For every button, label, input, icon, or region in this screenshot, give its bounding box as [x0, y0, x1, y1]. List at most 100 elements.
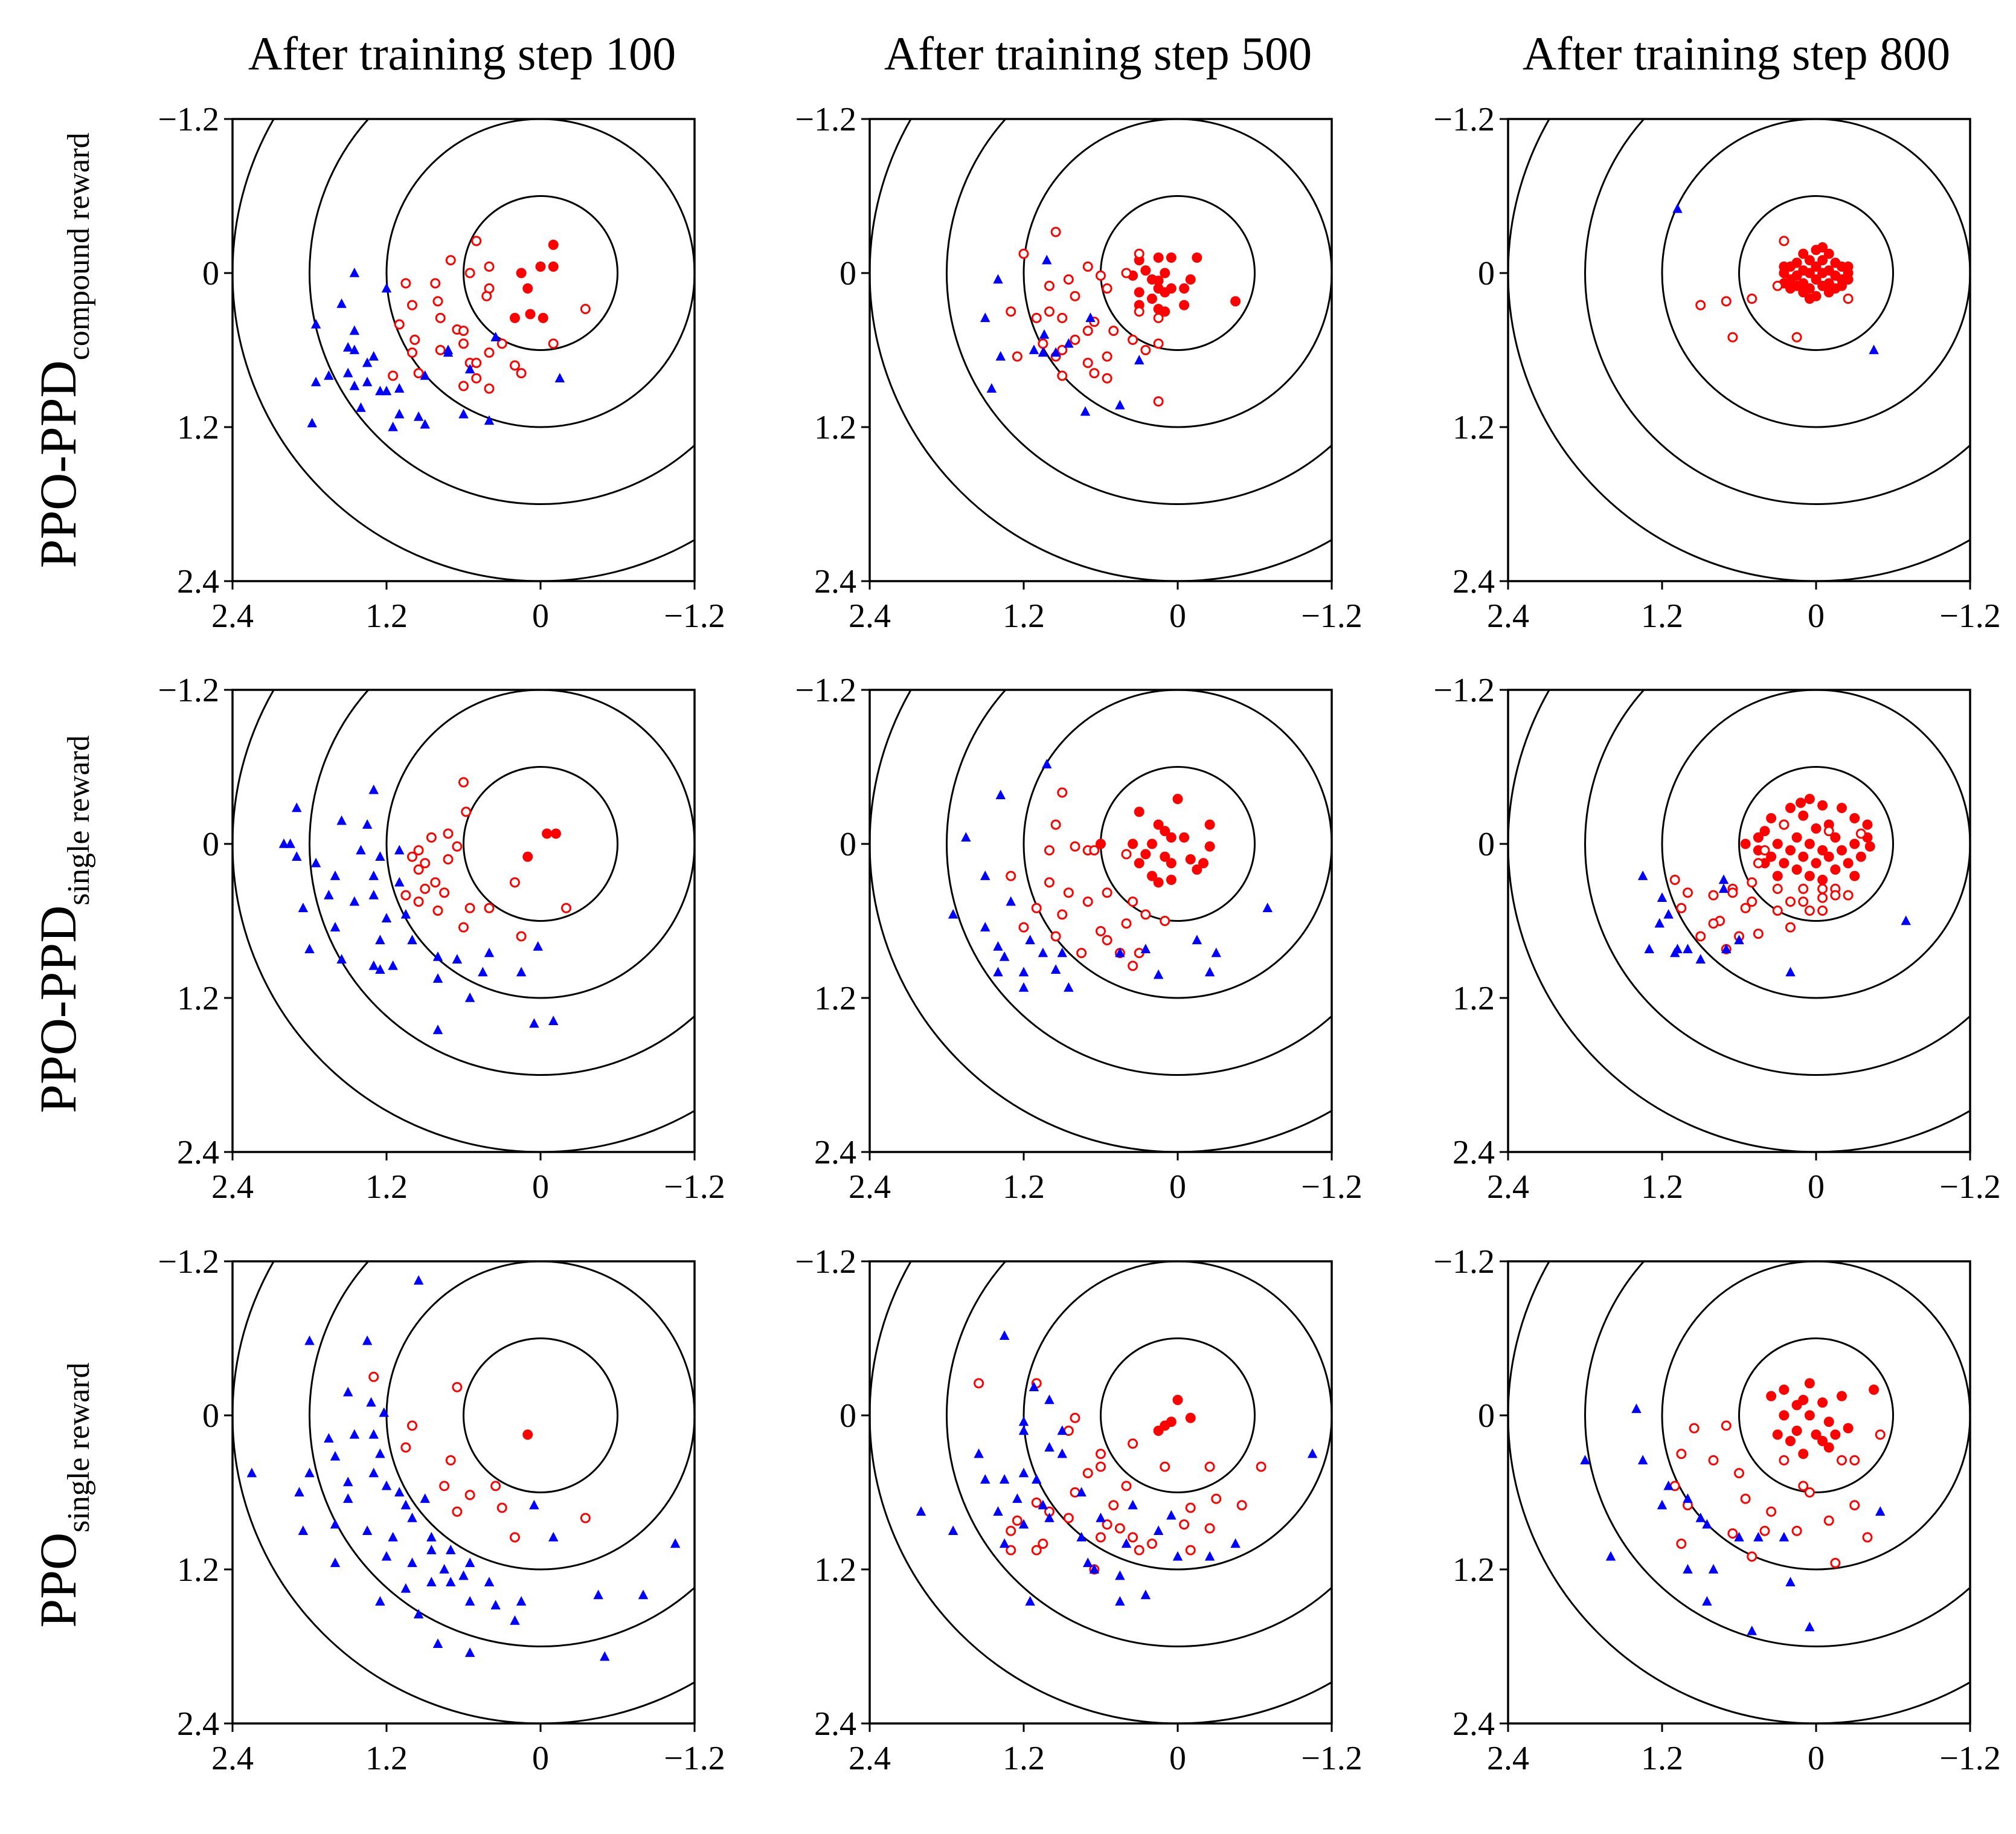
near-point — [1708, 1455, 1719, 1466]
near-point — [1676, 1449, 1687, 1459]
hit-point — [1134, 287, 1144, 298]
hit-point — [1166, 253, 1177, 263]
target-ring-1 — [385, 690, 695, 999]
hit-point — [1179, 832, 1190, 843]
hit-point — [1160, 851, 1170, 862]
row-label-0-sub: compound reward — [62, 132, 96, 360]
near-point — [1070, 291, 1080, 301]
near-point — [1063, 274, 1074, 285]
near-point — [1006, 1545, 1016, 1556]
near-point — [1006, 870, 1016, 881]
miss-point — [1734, 1531, 1744, 1542]
data-points — [948, 759, 1273, 992]
near-point — [1204, 1523, 1215, 1534]
hit-point — [1804, 794, 1815, 805]
miss-point — [432, 973, 443, 983]
hit-point — [1811, 261, 1822, 272]
near-point — [1747, 1551, 1758, 1562]
plot-frame — [1507, 118, 1971, 582]
hit-point — [1798, 287, 1809, 298]
target-ring-2 — [309, 119, 695, 505]
hit-point — [1843, 858, 1854, 869]
miss-point — [995, 790, 1006, 799]
x-tick-label: 1.2 — [1003, 597, 1045, 635]
x-tick-label: 2.4 — [849, 1168, 891, 1206]
x-tick-label: 2.4 — [849, 1740, 891, 1777]
y-tick-label: 2.4 — [1453, 563, 1495, 600]
near-point — [1753, 928, 1764, 939]
near-point — [1747, 896, 1758, 907]
hit-point — [1766, 851, 1777, 862]
y-tick-label: 0 — [1478, 255, 1495, 292]
miss-point — [529, 1499, 539, 1510]
x-tick-label: 1.2 — [365, 1168, 408, 1206]
near-point — [464, 903, 475, 913]
near-point — [510, 1532, 520, 1543]
miss-point — [490, 332, 501, 341]
near-point — [1108, 1500, 1119, 1511]
near-point — [1843, 294, 1854, 304]
miss-point — [394, 1487, 405, 1497]
near-point — [1031, 903, 1042, 913]
miss-point — [948, 909, 958, 919]
near-point — [1695, 300, 1706, 310]
hit-point — [1772, 870, 1783, 881]
miss-point — [1657, 892, 1668, 902]
near-point — [1256, 1461, 1266, 1472]
miss-point — [484, 947, 495, 957]
near-point — [1875, 1429, 1886, 1440]
hit-point — [1153, 819, 1164, 830]
miss-point — [343, 1493, 353, 1503]
near-point — [1843, 890, 1854, 901]
miss-point — [600, 1651, 610, 1661]
miss-point — [349, 1429, 360, 1439]
near-point — [1798, 1481, 1809, 1491]
near-point — [1772, 883, 1783, 894]
x-tick-label: 0 — [1808, 597, 1825, 635]
miss-point — [375, 385, 385, 396]
y-tick-label: −1.2 — [795, 101, 856, 138]
miss-point — [298, 903, 309, 912]
hit-point — [1153, 275, 1164, 286]
near-point — [452, 1382, 463, 1392]
near-point — [443, 854, 454, 864]
miss-point — [368, 1467, 379, 1478]
x-tick-label: 1.2 — [365, 597, 408, 635]
miss-point — [324, 370, 334, 380]
hit-point — [525, 309, 536, 320]
data-points — [1672, 203, 1879, 355]
target-ring-1 — [1661, 119, 1970, 428]
miss-point — [1211, 947, 1221, 957]
near-point — [1121, 268, 1132, 278]
hit-point — [1779, 1410, 1790, 1421]
near-point — [1031, 1498, 1042, 1508]
hit-point — [1192, 864, 1202, 875]
miss-point — [1038, 347, 1048, 357]
miss-point — [993, 274, 1003, 284]
near-point — [1057, 345, 1068, 355]
miss-point — [381, 1480, 392, 1490]
panel-2-1: 2.4 1.2 0 −1.2 −1.2 0 1.2 2.4 — [795, 1243, 1362, 1777]
near-point — [974, 1378, 984, 1389]
miss-point — [1307, 1448, 1318, 1458]
x-tick-label: −1.2 — [664, 597, 725, 635]
y-tick-label: 2.4 — [814, 1705, 856, 1743]
miss-point — [999, 1474, 1010, 1484]
x-tick-label: 0 — [532, 597, 549, 635]
axis-ticks: 2.4 1.2 0 −1.2 −1.2 0 1.2 2.4 — [1433, 101, 2000, 635]
near-point — [1121, 1481, 1132, 1491]
miss-point — [298, 1525, 309, 1535]
x-tick-label: 2.4 — [1487, 1168, 1529, 1206]
near-point — [1817, 906, 1828, 916]
near-point — [516, 931, 527, 942]
miss-point — [1204, 1551, 1215, 1561]
data-points — [307, 236, 591, 431]
near-point — [1798, 883, 1809, 894]
target-rings — [1508, 119, 1970, 581]
miss-point — [375, 935, 385, 945]
row-label-2-main: PPO — [29, 1533, 87, 1628]
miss-point — [362, 819, 373, 829]
near-point — [1153, 396, 1164, 407]
row-label-1-main: PPO-PPD — [29, 906, 87, 1113]
x-tick-label: 0 — [532, 1168, 549, 1206]
